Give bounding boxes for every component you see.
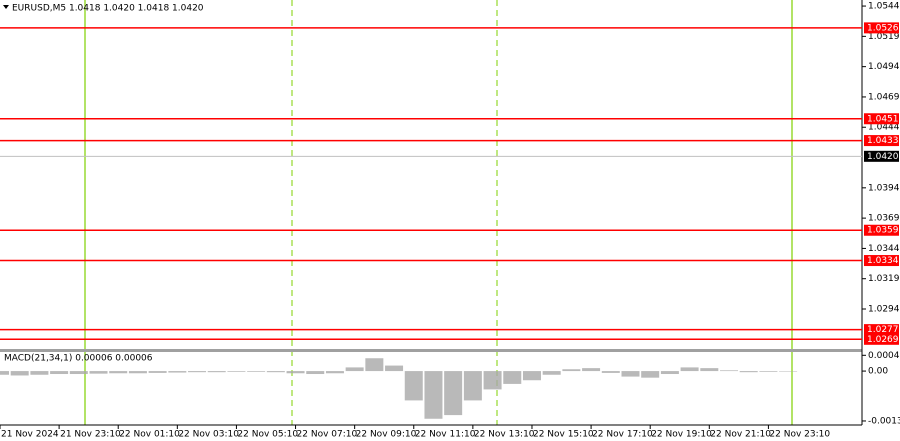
histogram-bar (759, 371, 778, 372)
x-tick-label: 22 Nov 17:10 (592, 430, 653, 440)
histogram-bar (385, 365, 404, 372)
level-label: 1.0269 (867, 335, 899, 345)
y-tick-label: 1.0444 (868, 123, 900, 133)
x-tick-label: 22 Nov 05:10 (237, 430, 298, 440)
histogram-bar (562, 369, 581, 372)
y-tick-label: 1.0319 (868, 274, 900, 284)
chart-title: EURUSD,M5 1.0418 1.0420 1.0418 1.0420 (12, 4, 204, 14)
histogram-bar (680, 367, 699, 372)
histogram-bar (700, 368, 719, 372)
histogram-bar (148, 371, 167, 373)
histogram-bar (483, 371, 502, 390)
level-label: 1.0359 (867, 226, 899, 236)
histogram-bar (30, 371, 49, 375)
histogram-bar (463, 371, 482, 401)
x-tick-label: 22 Nov 09:10 (356, 430, 417, 440)
histogram-bar (601, 371, 620, 373)
histogram-bar (660, 371, 679, 375)
histogram-bar (266, 371, 285, 373)
level-label-box (864, 22, 899, 34)
histogram-bar (779, 371, 798, 372)
histogram-bar (207, 371, 226, 373)
x-tick-label: 22 Nov 13:10 (474, 430, 535, 440)
y-tick-label: -0.00136 (868, 416, 900, 426)
level-label-box (864, 324, 899, 336)
y-tick-label: 1.0544 (868, 2, 900, 12)
x-tick-label: 22 Nov 01:10 (119, 430, 180, 440)
histogram-bar (522, 371, 541, 381)
histogram-bar (109, 371, 128, 374)
histogram-bar (89, 371, 108, 374)
y-tick-label: 1.0344 (868, 244, 900, 254)
histogram-bar (641, 371, 660, 378)
macd-title: MACD(21,34,1) 0.00006 0.00006 (4, 354, 153, 364)
histogram-bar (404, 371, 423, 401)
histogram-bar (503, 371, 522, 384)
level-label: 1.0277 (867, 325, 899, 335)
level-label: 1.0334 (867, 256, 899, 266)
histogram-bar (345, 367, 364, 372)
y-tick-label: 0.00 (868, 367, 888, 377)
y-tick-label: 1.0294 (868, 305, 900, 315)
histogram-bar (247, 371, 266, 372)
x-tick-label: 22 Nov 07:10 (297, 430, 358, 440)
level-label-box (864, 255, 899, 267)
y-tick-label: 1.0469 (868, 92, 900, 102)
x-tick-label: 22 Nov 11:10 (415, 430, 476, 440)
histogram-bar (621, 371, 640, 377)
histogram-bar (444, 371, 463, 416)
histogram-bar (168, 371, 187, 373)
histogram-bar (10, 371, 29, 376)
histogram-bar (542, 371, 561, 375)
histogram-bar (582, 368, 601, 372)
title-arrow (3, 5, 9, 9)
level-label: 1.0526 (867, 23, 899, 33)
panel-separator (0, 349, 862, 352)
x-tick-label: 21 Nov 23:10 (60, 430, 121, 440)
level-label-box (864, 113, 899, 125)
x-tick-label: 22 Nov 23:10 (769, 430, 830, 440)
histogram-bar (739, 371, 758, 373)
level-label-box (864, 333, 899, 345)
level-label-box (864, 224, 899, 236)
histogram-bar (227, 371, 246, 372)
histogram-bar (286, 371, 305, 374)
histogram-bar (325, 371, 344, 374)
level-label-box (864, 135, 899, 147)
histogram-bar (365, 358, 384, 372)
y-tick-label: 1.0519 (868, 32, 900, 42)
current-price-box (864, 150, 899, 162)
histogram-bar (188, 371, 207, 373)
level-label: 1.0433 (867, 136, 899, 146)
y-tick-label: 0.00043 (868, 351, 900, 361)
x-tick-label: 22 Nov 19:10 (651, 430, 712, 440)
current-price-label: 1.0420 (867, 152, 899, 162)
histogram-bar (0, 371, 9, 375)
histogram-bar (306, 371, 325, 375)
x-tick-label: 22 Nov 15:10 (533, 430, 594, 440)
x-tick-label: 21 Nov 2024 (1, 430, 59, 440)
y-tick-label: 1.0369 (868, 214, 900, 224)
histogram-bar (720, 370, 739, 372)
histogram-bar (424, 371, 443, 419)
x-tick-label: 22 Nov 21:10 (710, 430, 771, 440)
histogram-bar (69, 371, 88, 375)
x-tick-label: 22 Nov 03:10 (178, 430, 239, 440)
level-label: 1.0451 (867, 114, 899, 124)
y-tick-label: 1.0494 (868, 62, 900, 72)
y-tick-label: 1.0394 (868, 183, 900, 193)
histogram-bar (128, 371, 147, 374)
histogram-bar (50, 371, 69, 375)
